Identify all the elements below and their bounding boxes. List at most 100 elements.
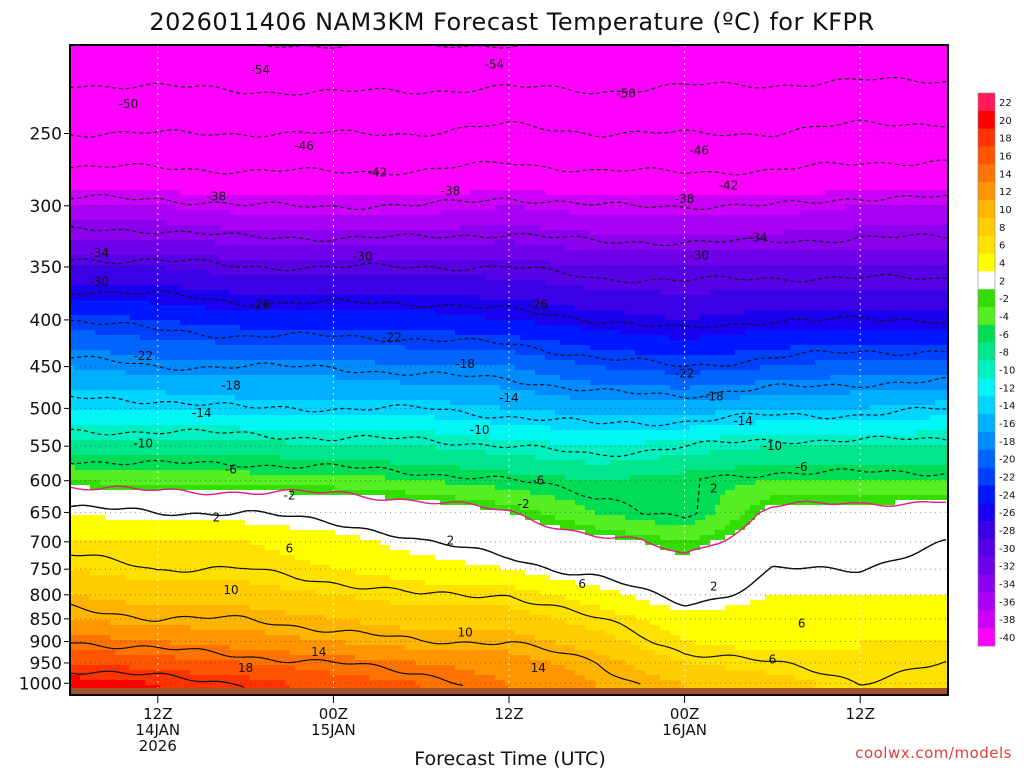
- field-cell: [430, 140, 436, 146]
- field-cell: [185, 100, 191, 106]
- field-cell: [405, 185, 411, 191]
- field-cell: [855, 90, 861, 96]
- field-cell: [785, 145, 791, 151]
- field-cell: [380, 105, 386, 111]
- field-cell: [345, 130, 351, 136]
- field-cell: [190, 125, 196, 131]
- field-cell: [320, 125, 326, 131]
- field-cell: [825, 175, 831, 181]
- field-cell: [855, 85, 861, 91]
- field-cell: [910, 180, 916, 186]
- field-cell: [410, 60, 416, 66]
- field-cell: [640, 110, 646, 116]
- field-cell: [850, 155, 856, 161]
- field-cell: [180, 60, 186, 66]
- field-cell: [150, 80, 156, 86]
- field-cell: [640, 120, 646, 126]
- field-cell: [820, 125, 826, 131]
- field-cell: [135, 160, 141, 166]
- field-cell: [260, 140, 266, 146]
- field-cell: [180, 95, 186, 101]
- field-cell: [185, 170, 191, 176]
- field-cell: [720, 50, 726, 56]
- field-cell: [495, 120, 501, 126]
- field-cell: [480, 130, 486, 136]
- field-cell: [280, 70, 286, 76]
- field-cell: [355, 110, 361, 116]
- field-cell: [540, 120, 546, 126]
- field-cell: [850, 115, 856, 121]
- field-cell: [175, 170, 181, 176]
- field-cell: [265, 185, 271, 191]
- field-cell: [720, 180, 726, 186]
- field-cell: [835, 65, 841, 71]
- field-cell: [765, 80, 771, 86]
- field-cell: [500, 90, 506, 96]
- field-cell: [485, 95, 491, 101]
- field-cell: [320, 180, 326, 186]
- field-cell: [395, 80, 401, 86]
- field-cell: [435, 65, 441, 71]
- field-cell: [760, 165, 766, 171]
- field-cell: [680, 155, 686, 161]
- field-cell: [210, 70, 216, 76]
- field-cell: [650, 170, 656, 176]
- field-cell: [945, 145, 948, 151]
- field-cell: [825, 145, 831, 151]
- field-cell: [905, 90, 911, 96]
- field-cell: [885, 60, 891, 66]
- field-cell: [230, 165, 236, 171]
- field-cell: [150, 150, 156, 156]
- field-cell: [695, 145, 701, 151]
- field-cell: [220, 150, 226, 156]
- field-cell: [345, 180, 351, 186]
- field-cell: [75, 125, 81, 131]
- field-cell: [770, 160, 776, 166]
- field-cell: [205, 185, 211, 191]
- field-cell: [145, 180, 151, 186]
- field-cell: [755, 170, 761, 176]
- field-cell: [95, 165, 101, 171]
- field-cell: [165, 115, 171, 121]
- field-cell: [405, 55, 411, 61]
- field-cell: [700, 155, 706, 161]
- field-cell: [640, 55, 646, 61]
- field-cell: [335, 75, 341, 81]
- field-cell: [930, 50, 936, 56]
- field-cell: [105, 170, 111, 176]
- field-cell: [810, 90, 816, 96]
- field-cell: [290, 155, 296, 161]
- field-cell: [730, 90, 736, 96]
- field-cell: [690, 180, 696, 186]
- field-cell: [890, 60, 896, 66]
- field-cell: [740, 115, 746, 121]
- field-cell: [440, 130, 446, 136]
- field-cell: [190, 165, 196, 171]
- field-cell: [565, 75, 571, 81]
- field-cell: [495, 135, 501, 141]
- field-cell: [370, 55, 376, 61]
- field-cell: [925, 180, 931, 186]
- field-cell: [340, 85, 346, 91]
- field-cell: [675, 45, 681, 51]
- field-cell: [280, 160, 286, 166]
- field-cell: [880, 150, 886, 156]
- field-cell: [600, 100, 606, 106]
- field-cell: [75, 75, 81, 81]
- field-cell: [405, 110, 411, 116]
- field-cell: [800, 110, 806, 116]
- field-cell: [390, 95, 396, 101]
- field-cell: [615, 170, 621, 176]
- field-cell: [370, 150, 376, 156]
- field-cell: [130, 45, 136, 51]
- field-cell: [920, 150, 926, 156]
- field-cell: [855, 130, 861, 136]
- field-cell: [595, 85, 601, 91]
- field-cell: [150, 165, 156, 171]
- field-cell: [430, 75, 436, 81]
- field-cell: [130, 115, 136, 121]
- field-cell: [165, 70, 171, 76]
- field-cell: [805, 155, 811, 161]
- field-cell: [540, 175, 546, 181]
- field-cell: [540, 155, 546, 161]
